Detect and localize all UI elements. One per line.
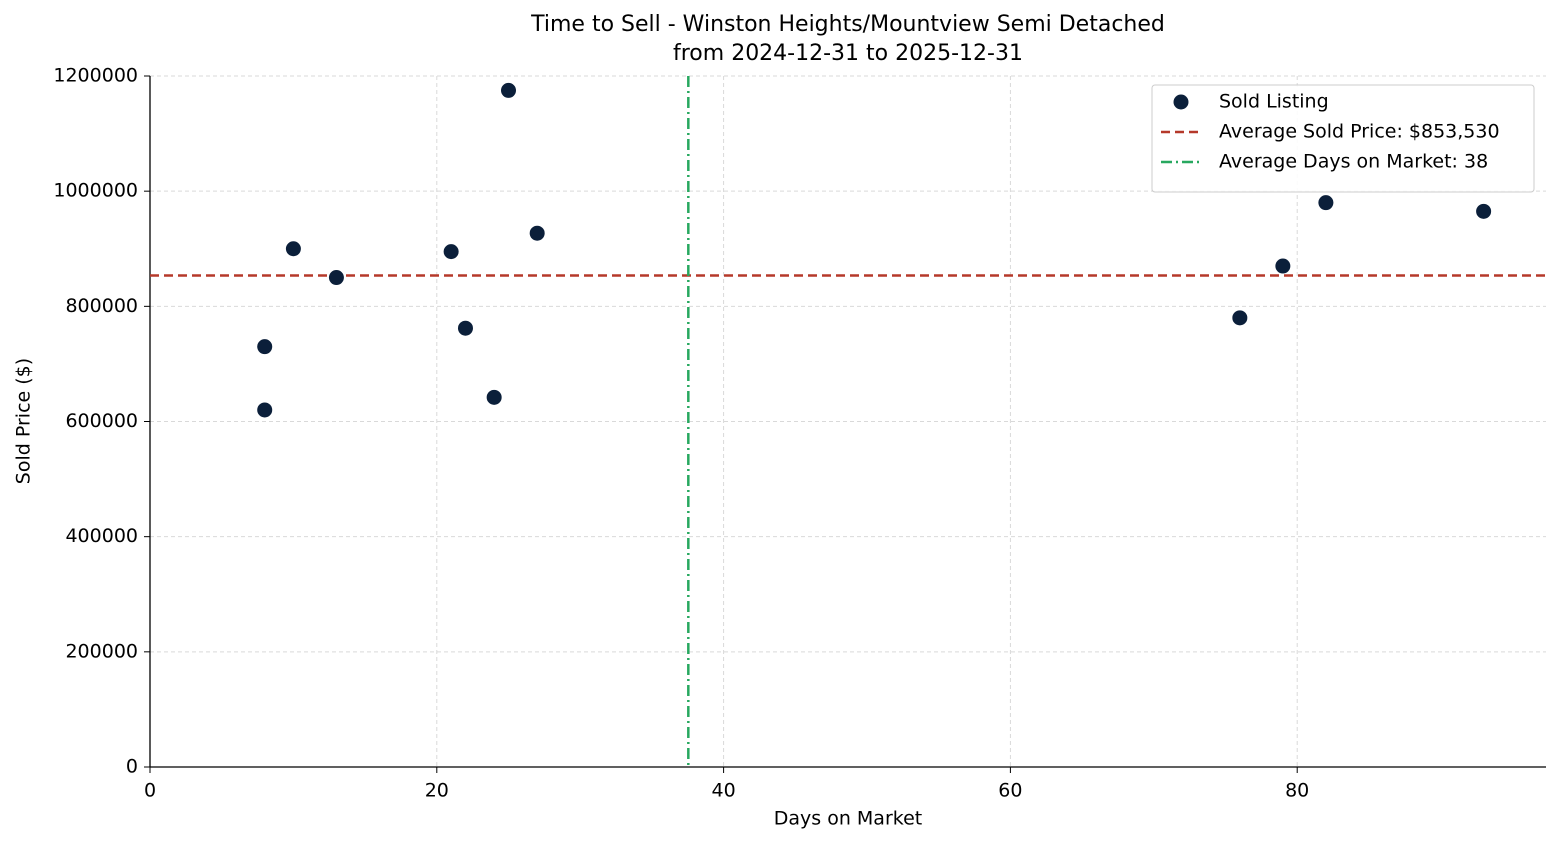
legend-label: Sold Listing: [1219, 91, 1329, 113]
y-tick-label: 1000000: [53, 180, 138, 202]
data-point: [457, 320, 473, 336]
chart-title: Time to Sell - Winston Heights/Mountview…: [530, 12, 1165, 37]
y-tick-label: 400000: [65, 525, 138, 547]
data-point: [285, 241, 301, 257]
x-axis-label: Days on Market: [774, 808, 922, 830]
y-tick-label: 600000: [65, 410, 138, 432]
y-axis-label: Sold Price ($): [13, 358, 35, 484]
chart-subtitle: from 2024-12-31 to 2025-12-31: [673, 41, 1023, 66]
data-point: [1275, 258, 1291, 274]
data-point: [328, 270, 344, 286]
data-point: [529, 225, 545, 241]
data-point: [443, 244, 459, 260]
x-tick-label: 20: [425, 780, 449, 802]
data-point: [1318, 195, 1334, 211]
legend: Sold Listing Average Sold Price: $853,530…: [1151, 84, 1535, 193]
data-point: [501, 82, 517, 98]
y-tick-label: 0: [126, 756, 138, 778]
legend-marker: [1173, 94, 1189, 110]
legend-label: Average Days on Market: 38: [1219, 151, 1488, 173]
data-point: [257, 339, 273, 355]
data-point: [486, 389, 502, 405]
legend-box: [1151, 84, 1535, 193]
data-point: [257, 402, 273, 418]
x-tick-label: 60: [998, 780, 1022, 802]
data-point: [1476, 203, 1492, 219]
x-tick-label: 0: [144, 780, 156, 802]
y-tick-label: 200000: [65, 640, 138, 662]
data-point: [1232, 310, 1248, 326]
y-tick-label: 800000: [65, 295, 138, 317]
x-tick-label: 40: [712, 780, 736, 802]
legend-label: Average Sold Price: $853,530: [1219, 121, 1500, 143]
y-tick-label: 1200000: [53, 65, 138, 87]
x-tick-label: 80: [1285, 780, 1309, 802]
